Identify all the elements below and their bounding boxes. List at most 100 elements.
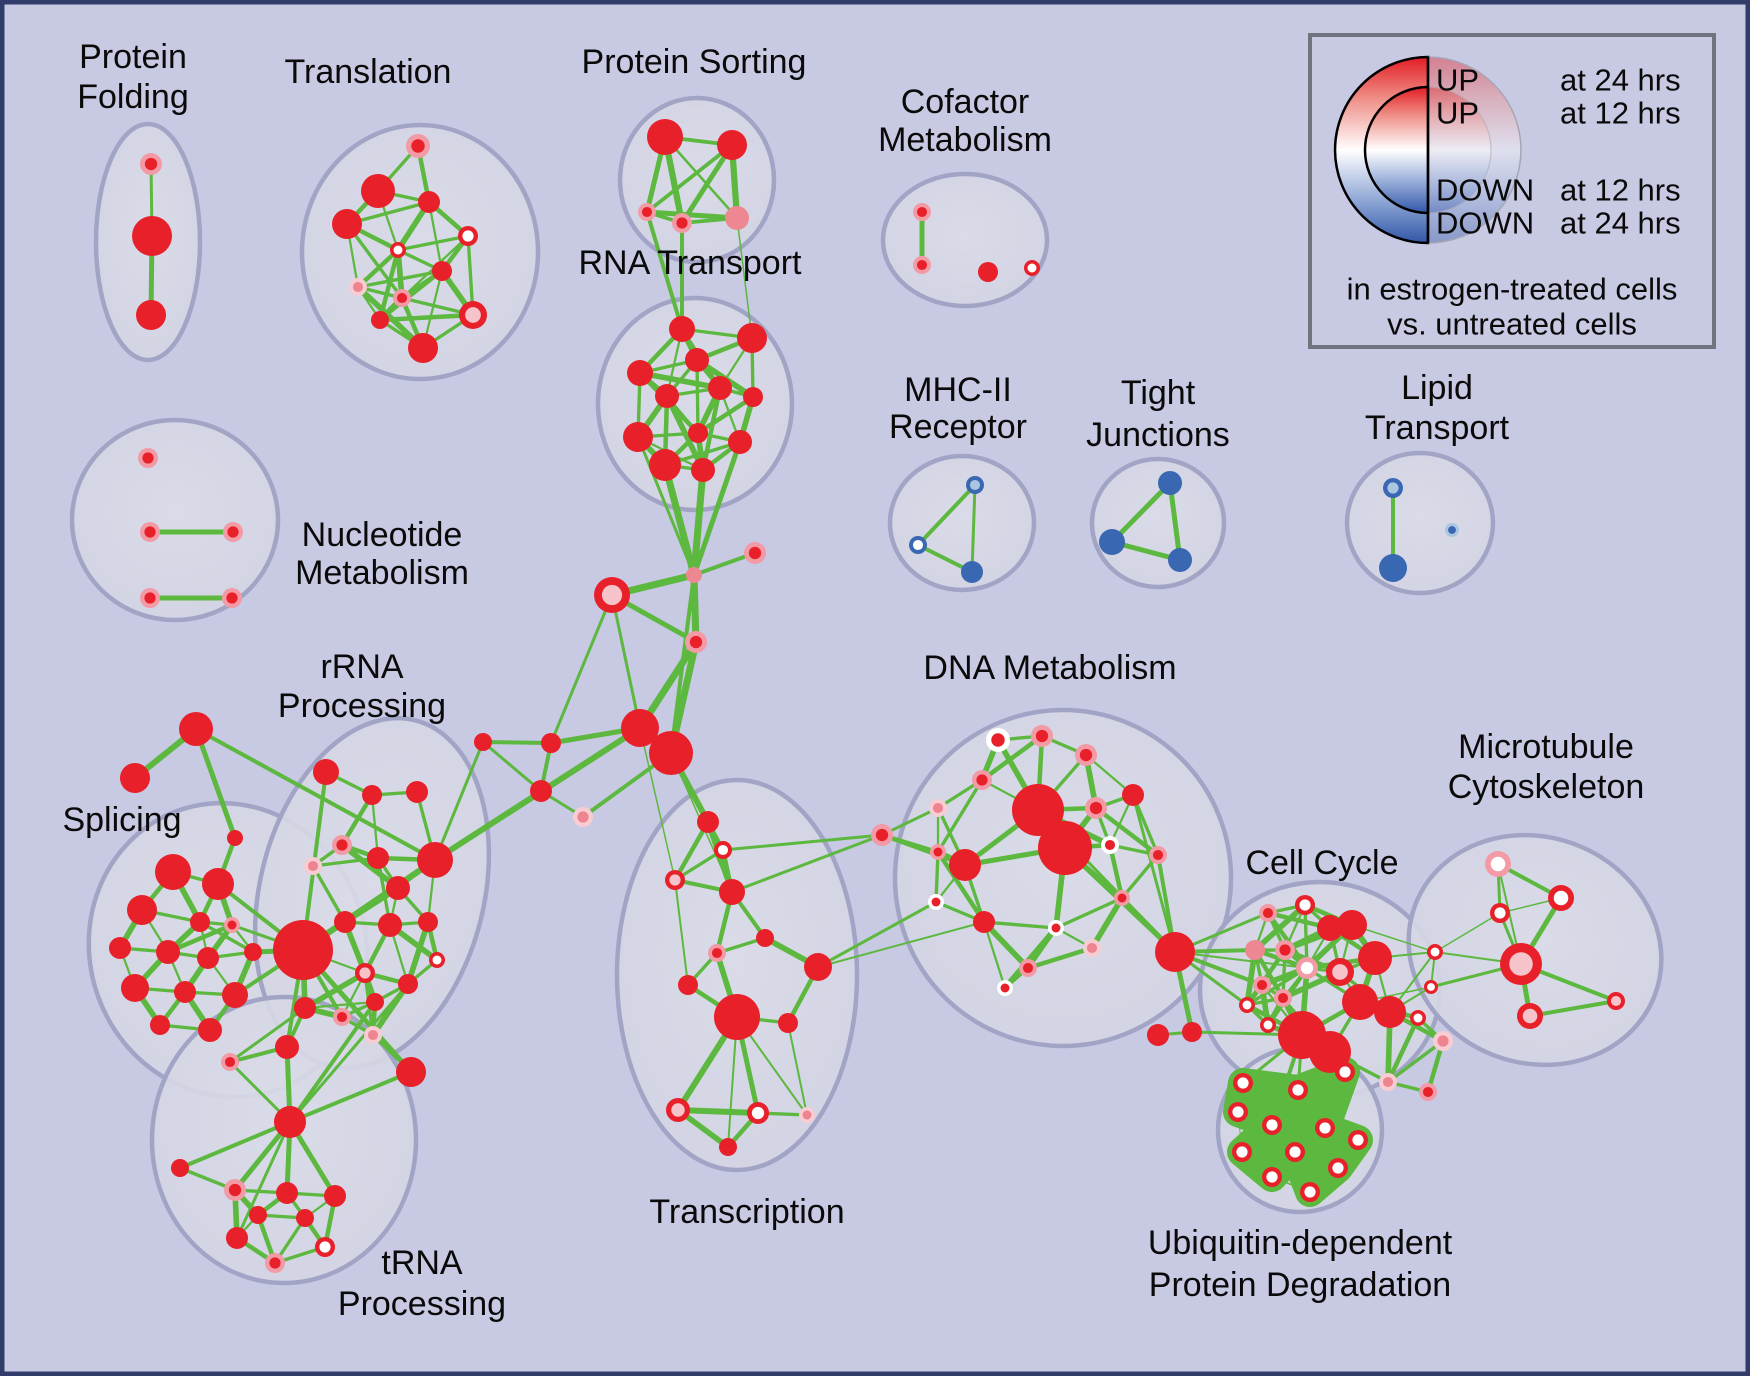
module-label-tight-junctions: Junctions	[1086, 416, 1230, 454]
gene-node	[1274, 989, 1292, 1007]
gene-node	[432, 261, 452, 281]
gene-node	[171, 1159, 189, 1177]
module-label-microtubule-cytoskeleton: Cytoskeleton	[1448, 768, 1645, 806]
gene-node	[1253, 976, 1271, 994]
gene-node	[386, 876, 410, 900]
gene-node	[1149, 846, 1167, 864]
gene-node	[961, 561, 983, 583]
gene-node	[121, 974, 149, 1002]
gene-node	[324, 1185, 346, 1207]
gene-node	[1445, 523, 1459, 537]
interaction-edge	[1174, 951, 1308, 969]
gene-node	[1182, 1022, 1202, 1042]
legend-time-label: at 12 hrs	[1560, 173, 1681, 208]
gene-node	[222, 982, 248, 1008]
legend-inner-ring-right	[1427, 86, 1492, 214]
gene-node	[109, 937, 131, 959]
gene-node	[1337, 910, 1367, 940]
gene-node	[627, 360, 653, 386]
interaction-edge	[936, 778, 984, 854]
nodes-layer	[109, 119, 1625, 1273]
gene-node	[406, 134, 430, 158]
legend-footer-text: vs. untreated cells	[1387, 307, 1637, 342]
gene-node	[249, 1206, 267, 1224]
gene-node	[127, 895, 157, 925]
gene-node	[1517, 1003, 1543, 1029]
gene-node	[665, 870, 685, 890]
gene-node	[265, 1253, 285, 1273]
gene-node	[1233, 1073, 1253, 1093]
interaction-edge	[1002, 925, 1059, 991]
interaction-edge	[1109, 480, 1173, 545]
gene-node	[744, 542, 766, 564]
gene-node	[313, 759, 339, 785]
gene-node	[222, 588, 242, 608]
module-ellipse-trna-processing	[149, 994, 419, 1286]
legend-time-label: at 24 hrs	[1560, 206, 1681, 241]
interaction-edge	[691, 439, 743, 578]
gene-node	[623, 422, 653, 452]
gene-node	[364, 1026, 382, 1044]
legend-time-label: at 12 hrs	[1560, 96, 1681, 131]
gene-node	[1427, 944, 1443, 960]
gene-node	[871, 824, 893, 846]
module-ellipse-nucleotide-metabolism	[69, 417, 281, 623]
gene-node	[418, 191, 440, 213]
gene-node	[909, 536, 927, 554]
gene-node	[1335, 1062, 1355, 1082]
interaction-edge	[690, 466, 707, 579]
gene-node	[1383, 478, 1403, 498]
interaction-edge	[1167, 480, 1183, 563]
gene-node	[1326, 958, 1354, 986]
interaction-edge	[934, 850, 940, 904]
gene-node	[332, 835, 352, 855]
gene-node	[1379, 554, 1407, 582]
module-label-rrna-processing: rRNA	[320, 648, 403, 686]
gene-node	[1048, 920, 1064, 936]
gene-node	[913, 203, 931, 221]
module-label-lipid-transport: Transport	[1365, 409, 1510, 447]
gene-node	[649, 449, 681, 481]
interaction-edge	[1386, 1039, 1445, 1084]
gene-node	[743, 387, 763, 407]
interaction-edge	[816, 900, 938, 969]
gene-node	[929, 799, 947, 817]
gene-node	[1285, 1142, 1305, 1162]
interaction-edge	[636, 435, 696, 577]
interaction-edge	[288, 1070, 413, 1124]
gene-node	[573, 807, 593, 827]
legend-footer-text: in estrogen-treated cells	[1347, 272, 1678, 307]
gene-node	[725, 206, 749, 230]
module-label-translation: Translation	[285, 53, 452, 91]
interaction-edge	[663, 135, 739, 220]
gene-node	[294, 997, 316, 1019]
gene-node	[429, 952, 445, 968]
gene-node	[367, 847, 389, 869]
gene-node	[221, 1053, 239, 1071]
interaction-edge	[194, 727, 437, 862]
gene-node	[1114, 890, 1130, 906]
module-label-transcription: Transcription	[649, 1193, 844, 1231]
gene-node	[361, 174, 395, 208]
interaction-edge	[427, 200, 444, 273]
interaction-edge	[193, 726, 238, 841]
gene-node	[978, 262, 998, 282]
gene-node	[458, 226, 478, 246]
gene-node	[530, 780, 552, 802]
gene-node	[672, 213, 692, 233]
gene-node	[737, 323, 767, 353]
gene-node	[202, 868, 234, 900]
gene-node	[417, 842, 453, 878]
module-ellipse-mhc-ii-receptor	[887, 453, 1037, 593]
gene-node	[1262, 1167, 1282, 1187]
interaction-edge	[1237, 1089, 1299, 1113]
interaction-edge	[288, 982, 410, 1124]
module-label-dna-metabolism: DNA Metabolism	[923, 649, 1176, 687]
gene-node	[378, 913, 402, 937]
gene-node	[136, 300, 166, 330]
gene-node	[638, 203, 656, 221]
